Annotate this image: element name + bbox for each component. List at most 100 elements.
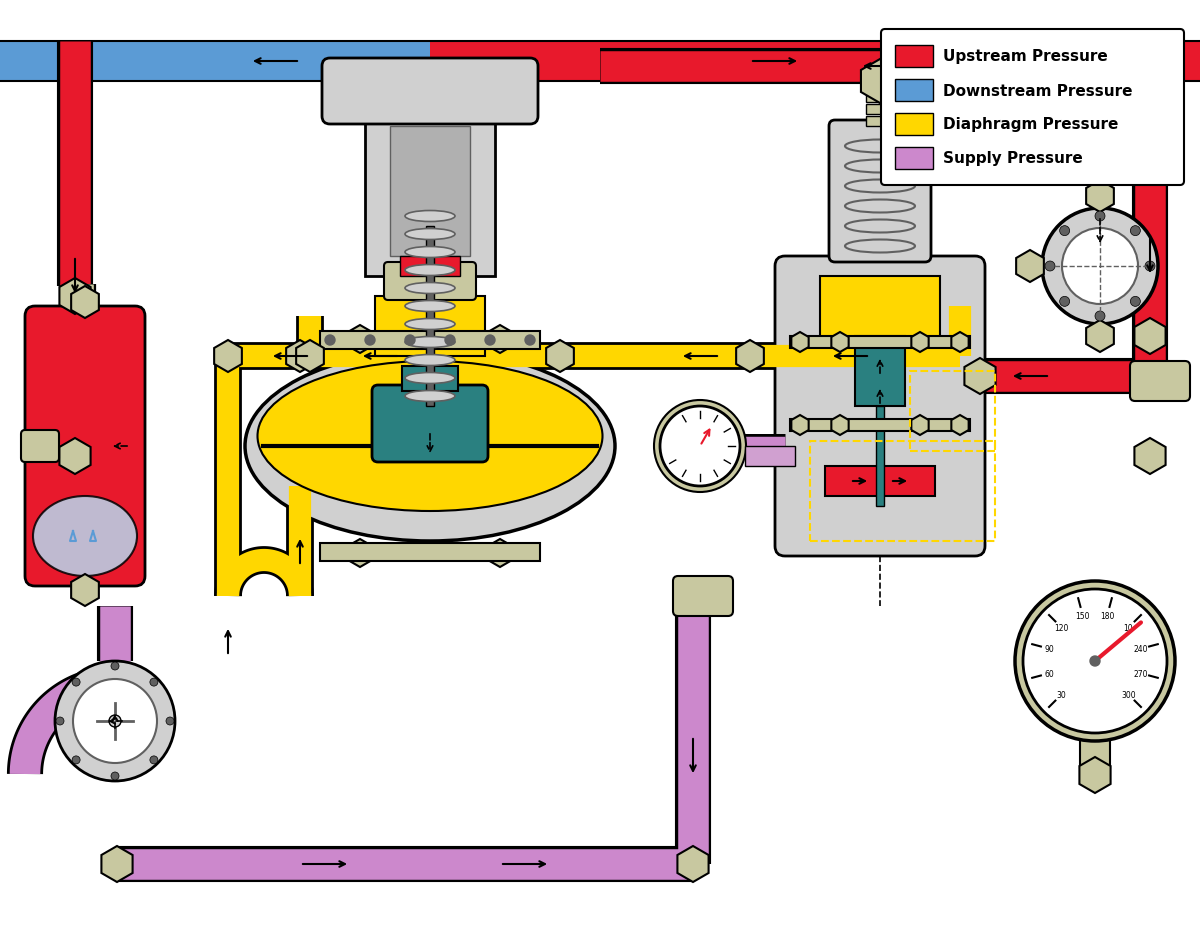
- Polygon shape: [1086, 321, 1114, 353]
- FancyBboxPatch shape: [22, 431, 59, 462]
- FancyBboxPatch shape: [829, 121, 931, 263]
- Bar: [866, 117, 894, 127]
- Bar: [910, 372, 995, 451]
- Polygon shape: [791, 332, 809, 353]
- Text: 10: 10: [1123, 623, 1133, 633]
- Polygon shape: [1134, 318, 1165, 355]
- Circle shape: [1015, 581, 1175, 741]
- Bar: [1080, 733, 1110, 768]
- Polygon shape: [1086, 181, 1114, 212]
- Ellipse shape: [406, 319, 455, 330]
- FancyBboxPatch shape: [881, 30, 1184, 186]
- Polygon shape: [488, 539, 512, 567]
- Circle shape: [1022, 590, 1166, 733]
- Circle shape: [1060, 297, 1069, 307]
- Polygon shape: [736, 341, 764, 373]
- Circle shape: [73, 680, 157, 763]
- Text: 90: 90: [1045, 645, 1055, 653]
- Circle shape: [1096, 212, 1105, 222]
- Text: 300: 300: [1121, 690, 1135, 699]
- Bar: [810, 442, 995, 541]
- Ellipse shape: [34, 496, 137, 577]
- Circle shape: [56, 717, 64, 725]
- Ellipse shape: [406, 301, 455, 313]
- Polygon shape: [952, 416, 968, 435]
- Ellipse shape: [245, 352, 616, 541]
- Polygon shape: [965, 358, 996, 395]
- Ellipse shape: [845, 160, 916, 173]
- Bar: [790, 337, 970, 348]
- Polygon shape: [1080, 757, 1110, 793]
- Text: 60: 60: [1045, 669, 1055, 678]
- Circle shape: [1090, 656, 1100, 666]
- Text: 150: 150: [1075, 611, 1090, 621]
- Polygon shape: [911, 332, 929, 353]
- Circle shape: [1130, 227, 1140, 237]
- Ellipse shape: [845, 241, 916, 254]
- Polygon shape: [488, 326, 512, 354]
- Polygon shape: [60, 439, 90, 475]
- Bar: [866, 93, 894, 103]
- Polygon shape: [348, 539, 372, 567]
- Polygon shape: [286, 341, 314, 373]
- Polygon shape: [678, 846, 708, 882]
- Ellipse shape: [258, 361, 602, 511]
- FancyBboxPatch shape: [384, 263, 476, 300]
- Bar: [0, 42, 430, 82]
- Bar: [430, 42, 1200, 82]
- Circle shape: [166, 717, 174, 725]
- Ellipse shape: [845, 200, 916, 213]
- Text: 30: 30: [1057, 690, 1067, 699]
- Bar: [895, 148, 934, 169]
- Bar: [826, 466, 935, 496]
- Bar: [895, 46, 934, 68]
- Bar: [790, 419, 970, 431]
- Bar: [895, 80, 934, 102]
- Text: Supply Pressure: Supply Pressure: [943, 152, 1082, 167]
- Polygon shape: [214, 341, 242, 373]
- Polygon shape: [911, 416, 929, 435]
- Circle shape: [660, 406, 740, 487]
- Bar: [365, 102, 496, 277]
- Bar: [876, 406, 884, 506]
- Text: 240: 240: [1133, 645, 1147, 653]
- Polygon shape: [71, 286, 98, 318]
- Circle shape: [1045, 262, 1055, 271]
- Polygon shape: [60, 279, 90, 314]
- Circle shape: [325, 336, 335, 345]
- Ellipse shape: [406, 355, 455, 366]
- Ellipse shape: [406, 391, 455, 402]
- Bar: [320, 331, 540, 350]
- Polygon shape: [348, 326, 372, 354]
- Ellipse shape: [406, 284, 455, 294]
- Polygon shape: [102, 846, 132, 882]
- Ellipse shape: [406, 337, 455, 348]
- Circle shape: [445, 336, 455, 345]
- Circle shape: [406, 336, 415, 345]
- Ellipse shape: [845, 140, 916, 154]
- Circle shape: [109, 715, 121, 727]
- Circle shape: [365, 336, 376, 345]
- Circle shape: [112, 663, 119, 670]
- Polygon shape: [678, 578, 708, 614]
- Circle shape: [1096, 312, 1105, 322]
- Circle shape: [654, 401, 746, 492]
- Circle shape: [526, 336, 535, 345]
- Circle shape: [1145, 262, 1154, 271]
- Bar: [820, 277, 940, 342]
- Ellipse shape: [845, 181, 916, 194]
- Text: Upstream Pressure: Upstream Pressure: [943, 50, 1108, 65]
- Polygon shape: [860, 60, 899, 104]
- FancyBboxPatch shape: [322, 59, 538, 124]
- FancyBboxPatch shape: [673, 577, 733, 616]
- Circle shape: [150, 756, 158, 764]
- Circle shape: [112, 772, 119, 781]
- Polygon shape: [952, 332, 968, 353]
- Bar: [895, 114, 934, 136]
- FancyBboxPatch shape: [372, 386, 488, 462]
- Circle shape: [72, 679, 80, 686]
- Circle shape: [485, 336, 496, 345]
- Polygon shape: [71, 575, 98, 607]
- Polygon shape: [546, 341, 574, 373]
- Circle shape: [55, 662, 175, 782]
